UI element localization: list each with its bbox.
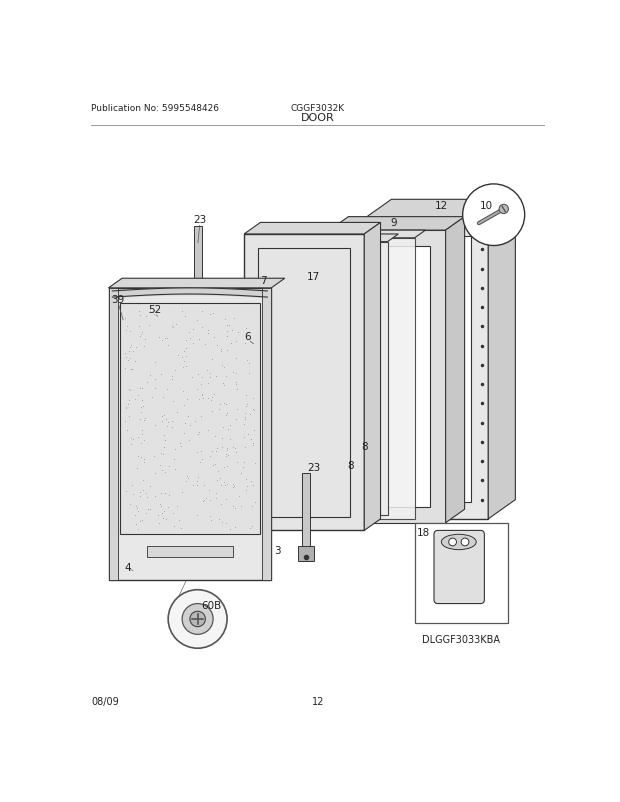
Text: 39: 39 [111, 295, 125, 305]
Text: DLGGF3033KBA: DLGGF3033KBA [422, 634, 500, 644]
Text: 8: 8 [347, 460, 353, 471]
Circle shape [449, 538, 456, 546]
Circle shape [182, 604, 213, 634]
Circle shape [461, 538, 469, 546]
Polygon shape [193, 227, 202, 311]
Circle shape [168, 590, 227, 648]
Polygon shape [192, 319, 203, 338]
Polygon shape [108, 279, 285, 289]
Polygon shape [489, 200, 515, 519]
Ellipse shape [441, 535, 476, 550]
Polygon shape [279, 235, 399, 242]
Circle shape [463, 184, 525, 246]
Polygon shape [291, 254, 376, 504]
Polygon shape [446, 217, 464, 523]
Text: 3: 3 [274, 545, 281, 555]
Text: eReplacementParts.com: eReplacementParts.com [219, 415, 339, 424]
Polygon shape [365, 219, 489, 519]
Text: CGGF3032K: CGGF3032K [291, 104, 345, 113]
Circle shape [190, 611, 205, 627]
Polygon shape [329, 217, 464, 231]
Polygon shape [262, 289, 272, 581]
Text: 60B: 60B [202, 601, 222, 610]
Polygon shape [381, 237, 471, 502]
Text: 9: 9 [391, 218, 397, 228]
Polygon shape [365, 223, 381, 531]
Text: 8: 8 [361, 441, 368, 452]
Polygon shape [365, 200, 515, 219]
Text: 12: 12 [312, 696, 324, 706]
Polygon shape [148, 546, 232, 557]
Polygon shape [303, 231, 425, 238]
Polygon shape [244, 223, 381, 235]
FancyBboxPatch shape [434, 531, 484, 604]
Text: 18: 18 [417, 527, 430, 537]
Polygon shape [303, 473, 310, 550]
Text: 7: 7 [260, 276, 267, 286]
Polygon shape [244, 235, 365, 531]
Circle shape [499, 205, 508, 214]
Text: 12: 12 [435, 200, 448, 210]
Polygon shape [279, 242, 388, 516]
Polygon shape [329, 231, 446, 523]
Text: DOOR: DOOR [301, 113, 335, 124]
Text: 08/09: 08/09 [92, 696, 119, 706]
Polygon shape [108, 289, 272, 581]
Text: 10: 10 [479, 201, 492, 211]
Text: 52: 52 [148, 305, 162, 315]
Polygon shape [415, 523, 508, 623]
Polygon shape [108, 289, 118, 581]
Polygon shape [120, 304, 260, 535]
Text: Publication No: 5995548426: Publication No: 5995548426 [92, 104, 219, 113]
Text: 23: 23 [308, 463, 321, 472]
Polygon shape [303, 238, 415, 519]
Text: 17: 17 [308, 272, 321, 282]
Polygon shape [345, 246, 430, 508]
Text: 4: 4 [125, 562, 131, 572]
Text: 6: 6 [245, 332, 251, 342]
Polygon shape [298, 546, 314, 561]
Text: 23: 23 [193, 214, 206, 225]
